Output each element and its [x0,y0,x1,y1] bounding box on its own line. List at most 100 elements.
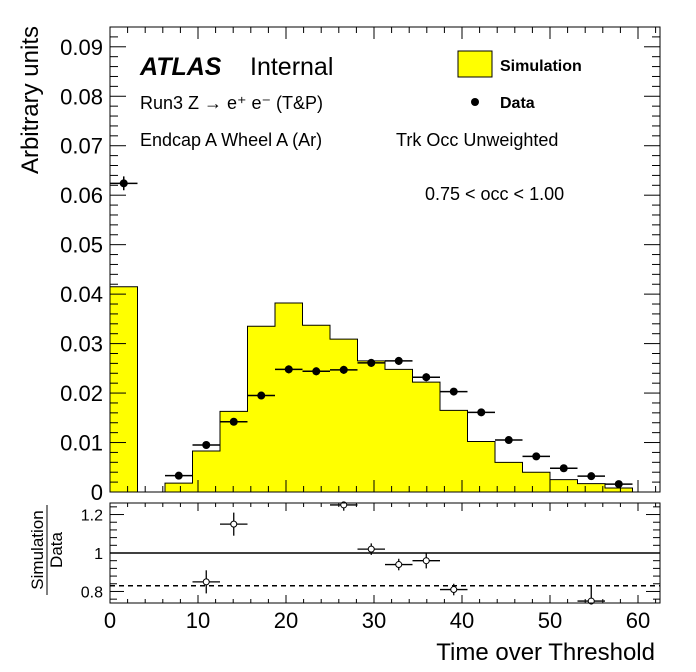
simulation-bin-17 [577,483,605,492]
data-point-marker [532,452,541,461]
simulation-bin-18 [605,488,633,492]
simulation-histogram [109,286,633,493]
x-tick-label: 10 [186,608,210,633]
legend-data-marker [471,98,479,106]
data-point-marker [504,436,513,445]
main-y-tick-label: 0 [91,480,103,505]
ratio-point-7 [577,585,605,605]
data-points [110,176,633,489]
main-y-tick-label: 0.09 [60,35,103,60]
data-point-marker [229,417,238,426]
x-axis-title: Time over Threshold [436,639,655,666]
data-point-marker [587,472,596,481]
data-point-13 [495,436,523,445]
ratio-point-3 [357,543,385,555]
data-point-10 [412,373,440,382]
main-y-tick-label: 0.06 [60,183,103,208]
simulation-bin-16 [550,479,578,492]
ratio-point-marker [422,557,430,565]
data-point-7 [330,365,358,374]
data-point-17 [605,480,633,489]
axes: 0 10 20 30 40 50 60 0 0.01 0.02 0.03 0.04 0.05 0.06 0.… [60,26,661,633]
data-point-marker [284,365,293,374]
data-point-marker [339,365,348,374]
ratio-point-1 [220,512,248,536]
simulation-bin-5 [247,326,275,492]
ratio-point-marker [395,561,403,569]
data-point-11 [440,387,468,396]
legend-data-label: Data [500,95,535,112]
ratio-y-tick-label: 1.2 [81,508,103,525]
legend-simulation-label: Simulation [500,58,582,75]
y-axis-title: Arbitrary units [17,26,44,174]
data-point-marker [614,480,623,489]
data-point-marker [477,408,486,417]
ratio-y-tick-label: 1 [94,546,103,563]
data-point-6 [302,367,330,376]
run-label: Run3 Z → e⁺ e⁻ (T&P) [140,93,323,113]
x-tick-label: 30 [362,608,386,633]
ratio-point-0 [192,570,220,594]
atlas-label: ATLAS [139,53,222,81]
data-point-8 [357,358,385,367]
data-point-marker [367,358,376,367]
simulation-bin-14 [495,462,523,492]
data-point-16 [577,472,605,481]
x-tick-label: 60 [626,608,650,633]
region-label: Endcap A Wheel A (Ar) [140,130,322,150]
main-y-tick-label: 0.05 [60,233,103,258]
x-tick-label: 50 [538,608,562,633]
ratio-y-axis-denominator: Data [47,532,66,568]
data-point-2 [192,441,220,450]
data-point-marker [449,387,458,396]
simulation-bin-9 [357,360,385,492]
main-y-tick-label: 0.04 [60,282,103,307]
data-point-marker [119,179,128,188]
simulation-bin-11 [412,382,440,492]
data-point-14 [522,452,550,461]
occupancy-label: 0.75 < occ < 1.00 [425,184,564,204]
simulation-bin-7 [302,325,330,492]
ratio-reference-lines [110,552,660,587]
x-tick-label: 20 [274,608,298,633]
ratio-point-marker [230,520,238,528]
data-point-marker [312,367,321,376]
simulation-bin-6 [275,303,303,492]
main-y-tick-label: 0.03 [60,332,103,357]
data-point-5 [275,365,303,374]
data-point-3 [220,417,248,426]
data-point-4 [247,391,275,400]
simulation-bin-10 [385,369,413,492]
data-point-marker [202,441,211,450]
ratio-point-6 [440,583,468,596]
ratio-y-axis-numerator: Simulation [28,510,47,589]
simulation-bin-12 [440,410,468,492]
ratio-point-5 [412,553,440,569]
data-point-1 [165,471,193,480]
simulation-bin-3 [192,450,220,492]
data-point-15 [550,464,578,473]
simulation-bin-0 [110,286,138,492]
simulation-bin-8 [330,339,358,492]
main-y-tick-label: 0.01 [60,431,103,456]
main-y-tick-label: 0.07 [60,134,103,159]
data-point-marker [257,391,266,400]
ratio-y-tick-label: 0.8 [81,584,103,601]
data-point-marker [174,471,183,480]
data-point-0 [110,176,138,191]
data-point-12 [467,408,495,417]
simulation-bin-2 [165,483,193,492]
data-point-marker [394,356,403,365]
ratio-point-marker [202,578,210,586]
main-plot-frame [109,26,661,493]
data-point-9 [385,356,413,365]
internal-label: Internal [250,53,333,81]
simulation-bin-13 [467,441,495,492]
weighting-label: Trk Occ Unweighted [396,130,558,150]
main-y-tick-label: 0.08 [60,84,103,109]
legend-simulation-swatch [457,50,493,78]
data-point-marker [559,464,568,473]
ratio-point-marker [367,545,375,553]
ratio-point-marker [450,586,458,594]
